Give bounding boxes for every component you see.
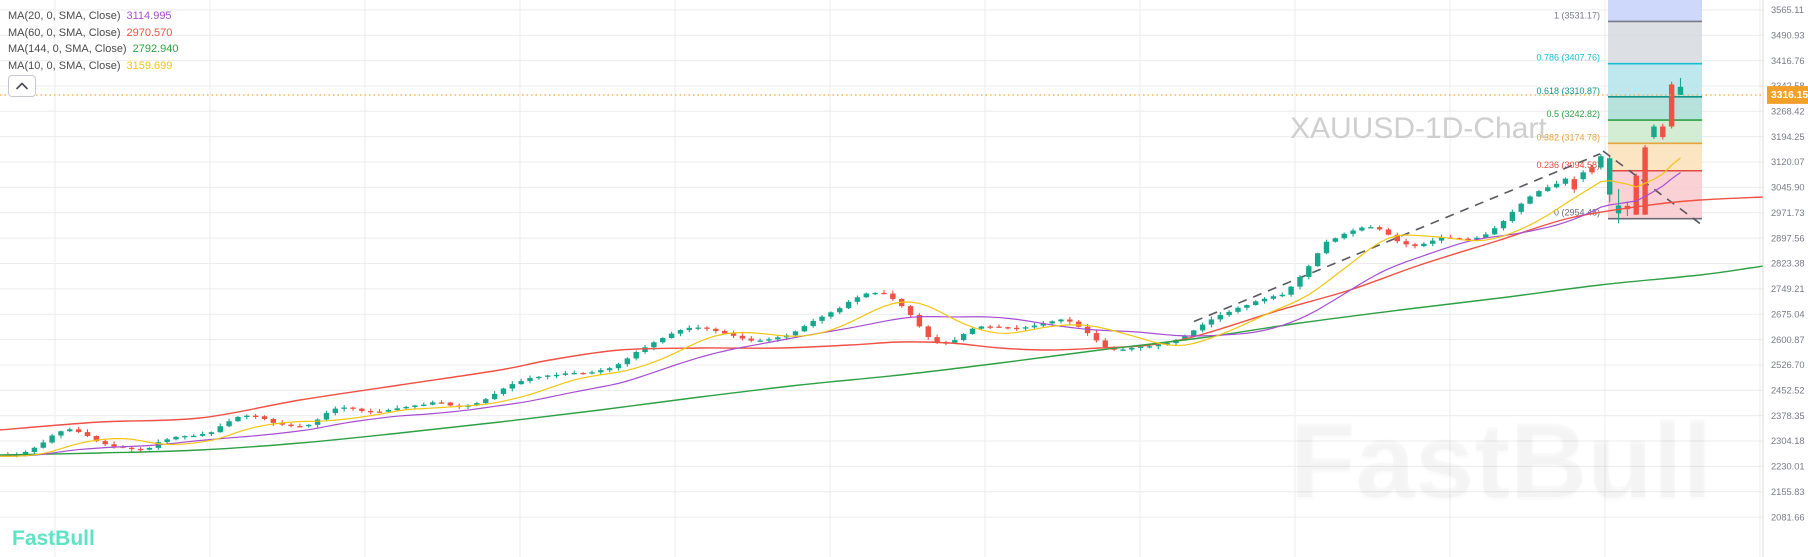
svg-text:3268.42: 3268.42 bbox=[1771, 107, 1805, 117]
svg-text:3194.25: 3194.25 bbox=[1771, 132, 1805, 142]
svg-text:XAUUSD-1D-Chart: XAUUSD-1D-Chart bbox=[1290, 112, 1547, 145]
svg-text:2675.04: 2675.04 bbox=[1771, 309, 1805, 319]
svg-text:2971.73: 2971.73 bbox=[1771, 208, 1805, 218]
svg-text:0.5 (3242.82): 0.5 (3242.82) bbox=[1546, 109, 1600, 119]
svg-text:2897.56: 2897.56 bbox=[1771, 233, 1805, 243]
svg-text:2155.83: 2155.83 bbox=[1771, 487, 1805, 497]
svg-text:3490.93: 3490.93 bbox=[1771, 30, 1805, 40]
svg-text:0.786 (3407.76): 0.786 (3407.76) bbox=[1536, 53, 1600, 63]
svg-text:2304.18: 2304.18 bbox=[1771, 436, 1805, 446]
svg-text:2230.01: 2230.01 bbox=[1771, 462, 1805, 472]
svg-text:3565.11: 3565.11 bbox=[1771, 5, 1804, 15]
svg-text:3120.07: 3120.07 bbox=[1771, 157, 1805, 167]
svg-text:2749.21: 2749.21 bbox=[1771, 284, 1805, 294]
svg-text:2600.87: 2600.87 bbox=[1771, 335, 1805, 345]
svg-text:3416.76: 3416.76 bbox=[1771, 56, 1805, 66]
svg-text:3045.90: 3045.90 bbox=[1771, 183, 1805, 193]
svg-text:2081.66: 2081.66 bbox=[1771, 512, 1805, 522]
svg-text:0.618 (3310.87): 0.618 (3310.87) bbox=[1536, 86, 1600, 96]
svg-text:3316.15: 3316.15 bbox=[1771, 90, 1808, 101]
svg-text:2823.38: 2823.38 bbox=[1771, 259, 1805, 269]
svg-text:2526.70: 2526.70 bbox=[1771, 360, 1805, 370]
svg-text:2378.35: 2378.35 bbox=[1771, 411, 1805, 421]
svg-text:1 (3531.17): 1 (3531.17) bbox=[1554, 10, 1600, 20]
svg-text:2452.52: 2452.52 bbox=[1771, 386, 1805, 396]
